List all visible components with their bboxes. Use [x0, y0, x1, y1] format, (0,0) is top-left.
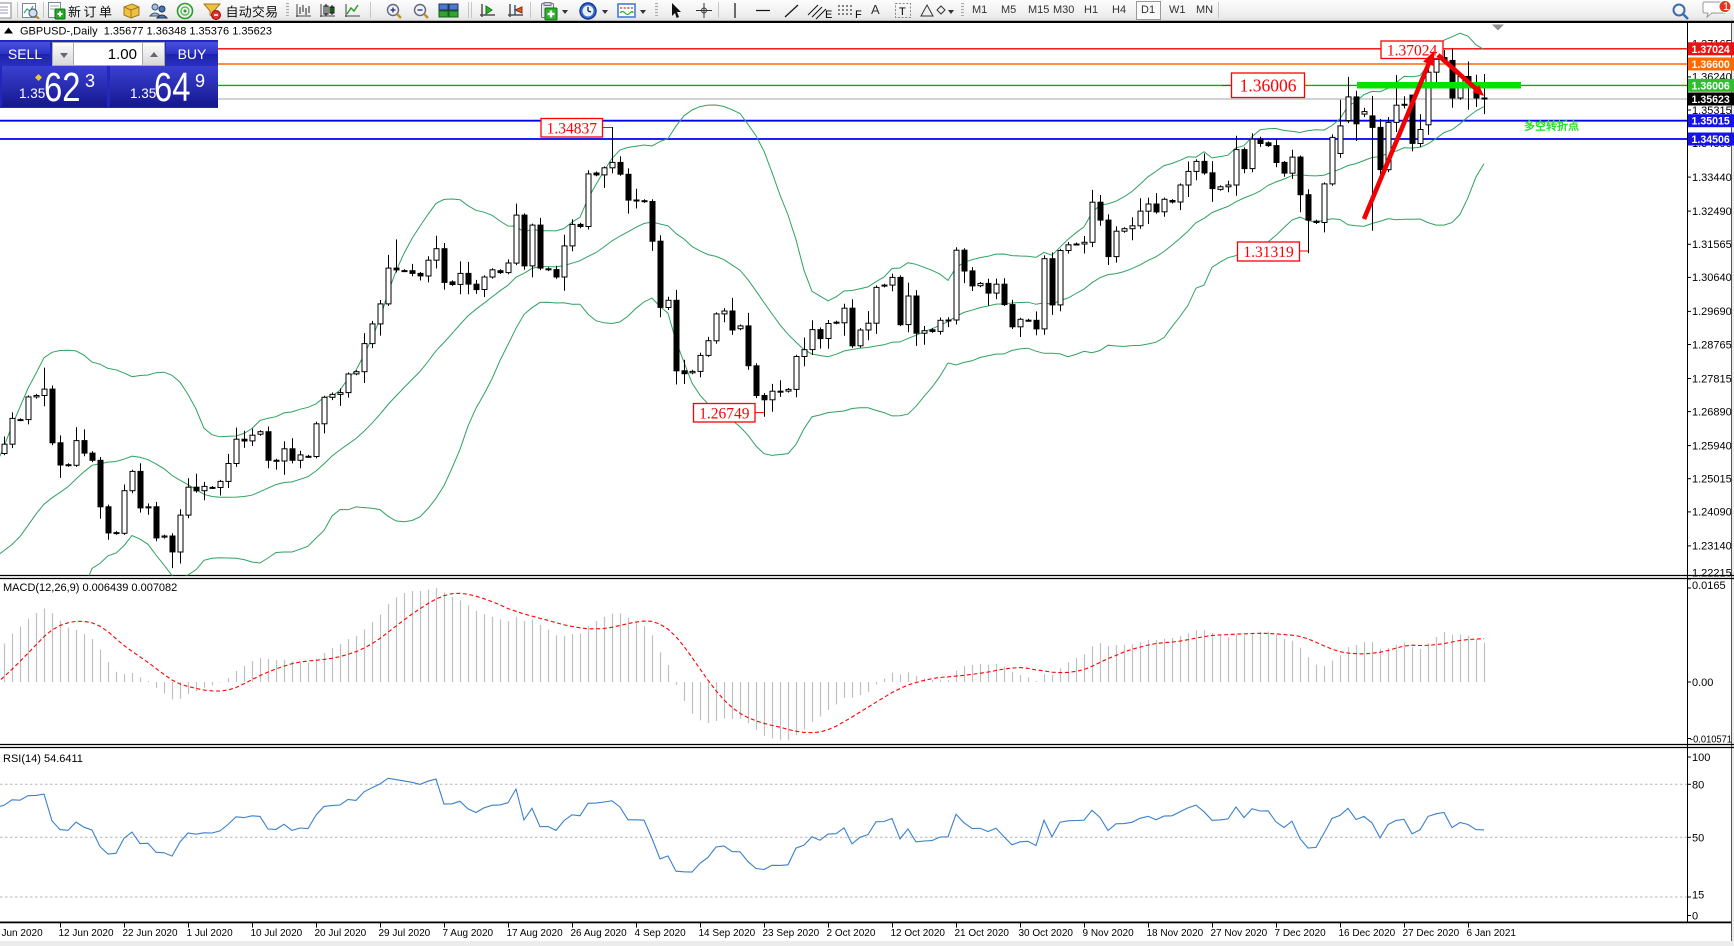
svg-text:1.36600: 1.36600: [1692, 59, 1730, 71]
svg-text:16 Dec 2020: 16 Dec 2020: [1339, 928, 1396, 939]
svg-text:1.34837: 1.34837: [547, 120, 598, 137]
svg-text:1.37024: 1.37024: [1692, 44, 1730, 56]
svg-text:15: 15: [1692, 890, 1704, 902]
svg-text:1.22215: 1.22215: [1692, 567, 1732, 579]
svg-text:18 Nov 2020: 18 Nov 2020: [1147, 928, 1204, 939]
svg-text:Jun 2020: Jun 2020: [2, 928, 44, 939]
svg-text:7 Aug 2020: 7 Aug 2020: [443, 928, 494, 939]
svg-text:1.26890: 1.26890: [1692, 406, 1732, 418]
svg-text:23 Sep 2020: 23 Sep 2020: [763, 928, 820, 939]
svg-text:GBPUSD-,Daily 1.35677 1.36348: GBPUSD-,Daily 1.35677 1.36348 1.35376 1.…: [20, 26, 272, 38]
svg-text:F: F: [855, 9, 862, 20]
svg-text:4 Sep 2020: 4 Sep 2020: [635, 928, 687, 939]
svg-text:17 Aug 2020: 17 Aug 2020: [507, 928, 564, 939]
svg-text:E: E: [825, 9, 832, 20]
svg-text:MACD(12,26,9) 0.006439 0.00708: MACD(12,26,9) 0.006439 0.007082: [3, 582, 177, 594]
svg-text:1.31565: 1.31565: [1692, 239, 1732, 251]
svg-text:1.34506: 1.34506: [1692, 134, 1730, 146]
svg-text:1.35623: 1.35623: [1692, 94, 1730, 106]
svg-text:26 Aug 2020: 26 Aug 2020: [571, 928, 628, 939]
svg-text:29 Jul 2020: 29 Jul 2020: [379, 928, 431, 939]
svg-text:T: T: [899, 6, 906, 18]
svg-text:7 Dec 2020: 7 Dec 2020: [1275, 928, 1327, 939]
svg-text:多空转折点: 多空转折点: [1524, 119, 1579, 133]
svg-text:27 Nov 2020: 27 Nov 2020: [1211, 928, 1268, 939]
svg-text:1.27815: 1.27815: [1692, 373, 1732, 385]
svg-text:1.32490: 1.32490: [1692, 206, 1732, 218]
svg-text:1.35315: 1.35315: [1692, 105, 1732, 117]
svg-text:6 Jan 2021: 6 Jan 2021: [1467, 928, 1517, 939]
svg-text:21 Oct 2020: 21 Oct 2020: [955, 928, 1010, 939]
svg-text:30 Oct 2020: 30 Oct 2020: [1019, 928, 1074, 939]
svg-text:1.36006: 1.36006: [1240, 76, 1297, 96]
svg-text:1.36006: 1.36006: [1692, 80, 1730, 92]
svg-text:1.24090: 1.24090: [1692, 507, 1732, 519]
svg-text:2 Oct 2020: 2 Oct 2020: [827, 928, 876, 939]
svg-text:12 Jun 2020: 12 Jun 2020: [59, 928, 114, 939]
svg-text:10 Jul 2020: 10 Jul 2020: [251, 928, 303, 939]
svg-text:-0.010571: -0.010571: [1690, 735, 1732, 746]
svg-text:12 Oct 2020: 12 Oct 2020: [891, 928, 946, 939]
svg-text:1.37024: 1.37024: [1387, 42, 1438, 59]
svg-text:1.33440: 1.33440: [1692, 172, 1732, 184]
svg-text:0.0165: 0.0165: [1692, 580, 1726, 592]
svg-text:20 Jul 2020: 20 Jul 2020: [315, 928, 367, 939]
svg-text:0: 0: [1692, 911, 1698, 923]
svg-text:1.31319: 1.31319: [1243, 244, 1294, 261]
svg-text:1.25940: 1.25940: [1692, 440, 1732, 452]
svg-text:80: 80: [1692, 779, 1704, 791]
svg-text:27 Dec 2020: 27 Dec 2020: [1403, 928, 1460, 939]
svg-text:0.00: 0.00: [1692, 677, 1713, 689]
svg-text:1.25015: 1.25015: [1692, 474, 1732, 486]
svg-text:50: 50: [1692, 832, 1704, 844]
svg-text:1: 1: [1723, 1, 1729, 13]
svg-text:100: 100: [1692, 752, 1710, 764]
svg-text:9 Nov 2020: 9 Nov 2020: [1083, 928, 1135, 939]
svg-text:1.35015: 1.35015: [1692, 116, 1730, 128]
svg-text:14 Sep 2020: 14 Sep 2020: [699, 928, 756, 939]
svg-text:1.23140: 1.23140: [1692, 541, 1732, 553]
svg-text:1.26749: 1.26749: [699, 405, 750, 422]
svg-text:1.29690: 1.29690: [1692, 306, 1732, 318]
svg-text:1 Jul 2020: 1 Jul 2020: [187, 928, 234, 939]
svg-text:1.30640: 1.30640: [1692, 272, 1732, 284]
svg-text:1.28765: 1.28765: [1692, 339, 1732, 351]
svg-text:22 Jun 2020: 22 Jun 2020: [123, 928, 178, 939]
svg-text:RSI(14) 54.6411: RSI(14) 54.6411: [3, 753, 83, 765]
